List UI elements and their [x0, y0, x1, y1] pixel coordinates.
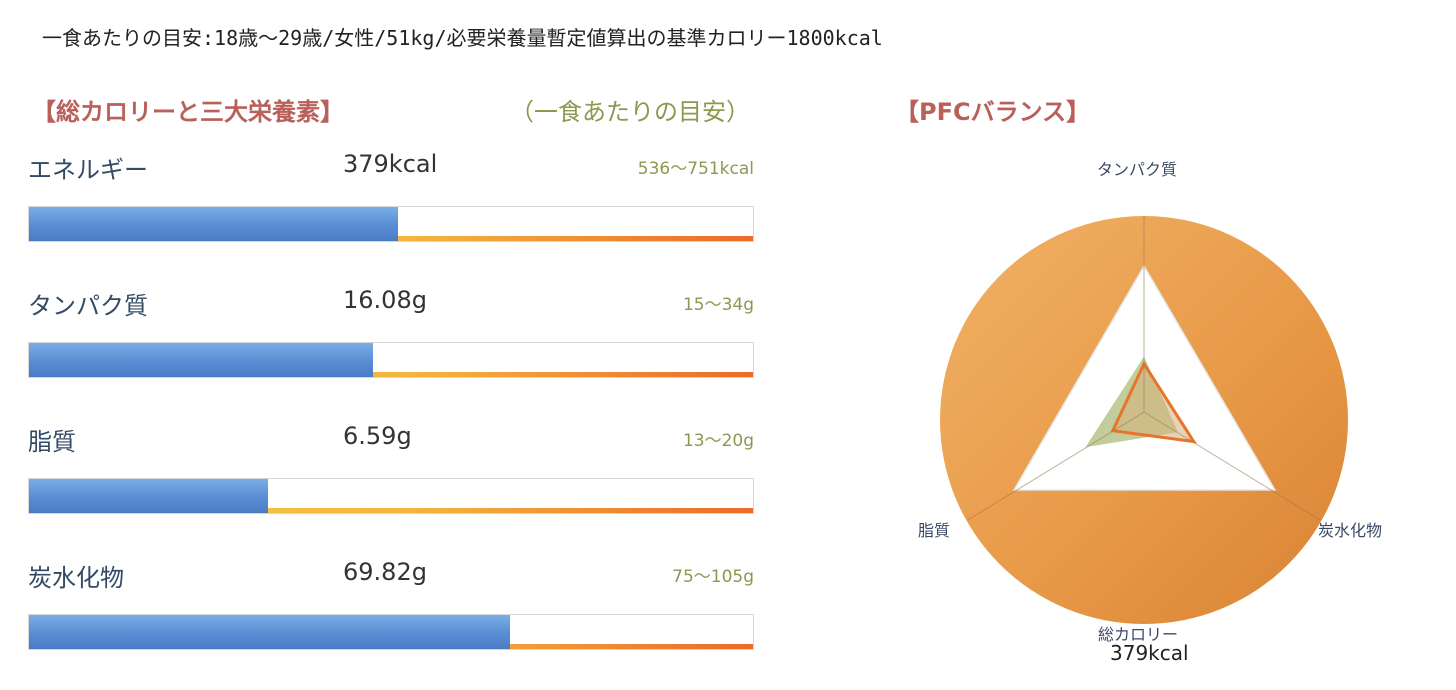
pfc-axis-label-protein: タンパク質 [1097, 160, 1178, 179]
nutrient-name: 炭水化物 [28, 564, 124, 592]
pfc-section-title: 【PFCバランス】 [895, 98, 1091, 126]
nutrient-bar-fill [29, 207, 399, 241]
nutrient-value: 16.08g [343, 286, 427, 314]
pfc-total-calorie-label: 総カロリー [1098, 625, 1179, 644]
nutrient-row: エネルギー 379kcal 536〜751kcal [0, 150, 780, 280]
nutrient-bar-reference [29, 372, 753, 377]
nutrient-name: エネルギー [28, 156, 148, 184]
nutrient-name: タンパク質 [28, 292, 148, 320]
target-header: 一食あたりの目安:18歳〜29歳/女性/51kg/必要栄養量暫定値算出の基準カロ… [42, 26, 883, 50]
nutrient-row: 脂質 6.59g 13〜20g [0, 422, 780, 552]
nutrient-target-range: 536〜751kcal [637, 159, 754, 179]
nutrient-row: 炭水化物 69.82g 75〜105g [0, 558, 780, 688]
nutrients-section-title: 【総カロリーと三大栄養素】 [32, 98, 344, 126]
nutrient-bar-fill [29, 615, 511, 649]
pfc-axis-spoke [967, 411, 1145, 521]
nutrient-target-range: 13〜20g [682, 431, 754, 451]
nutrient-row: タンパク質 16.08g 15〜34g [0, 286, 780, 416]
nutrient-bar-fill [29, 343, 373, 377]
nutrient-bar [28, 614, 754, 650]
nutrient-target-range: 75〜105g [672, 567, 754, 587]
pfc-axis-spoke [1143, 411, 1321, 521]
nutrient-bar [28, 342, 754, 378]
nutrient-bar [28, 206, 754, 242]
nutrient-bar-reference [29, 508, 753, 513]
nutrient-target-range: 15〜34g [682, 295, 754, 315]
nutrient-value: 69.82g [343, 558, 427, 586]
nutrient-value: 6.59g [343, 422, 412, 450]
per-meal-guide-label: （一食あたりの目安） [510, 98, 750, 126]
nutrient-name: 脂質 [28, 428, 76, 456]
pfc-total-calorie-value: 379kcal [1110, 641, 1189, 665]
nutrient-bar-fill [29, 479, 268, 513]
pfc-axis-spokes [967, 216, 1321, 521]
pfc-axis-label-carb: 炭水化物 [1318, 521, 1383, 540]
nutrient-bar [28, 478, 754, 514]
pfc-axis-label-fat: 脂質 [918, 521, 951, 540]
pfc-actual-area [1110, 360, 1197, 444]
nutrient-value: 379kcal [343, 150, 438, 178]
